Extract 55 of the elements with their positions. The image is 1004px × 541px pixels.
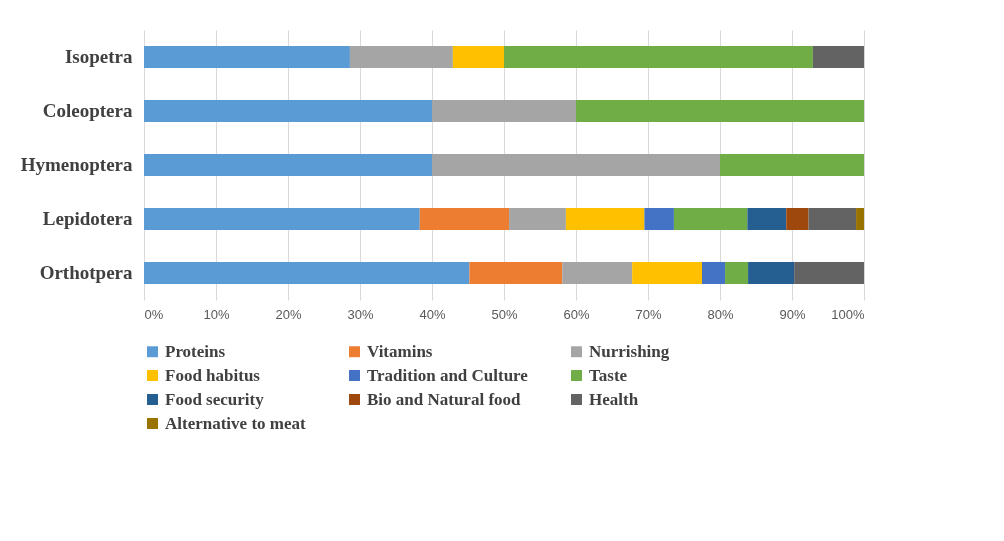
bar [576,100,864,122]
legend-label: Proteins [165,341,226,361]
x-tick-label: 10% [203,306,230,322]
bar [644,208,674,230]
x-tick-label: 20% [275,306,302,322]
bar [673,208,748,230]
bar [419,208,510,230]
bar [144,262,470,284]
bar [469,262,563,284]
bar [144,100,432,122]
bar [144,46,350,68]
bar [786,208,809,230]
bar [794,262,864,284]
x-tick-label: 80% [707,306,734,322]
x-tick-label: 100% [831,306,865,322]
x-tick-label: 70% [635,306,662,322]
bar [504,46,813,68]
y-tick-label: Hymenoptera [20,154,133,175]
legend-label: Food security [165,389,265,409]
x-tick-label: 90% [779,306,806,322]
bar [747,208,787,230]
bar [725,262,749,284]
legend-label: Vitamins [367,341,433,361]
legend-label: Food habitus [165,365,261,385]
x-tick-label: 30% [347,306,374,322]
bar [808,208,857,230]
y-tick-label: Coleoptera [42,100,133,121]
legend-label: Health [589,389,639,409]
bar [748,262,795,284]
bar [562,262,633,284]
bar [702,262,726,284]
x-tick-label: 50% [491,306,518,322]
bar [349,46,453,68]
y-tick-label: Orthotpera [39,262,133,283]
bar [856,208,864,230]
bar [144,154,432,176]
bar [144,208,420,230]
bar [812,46,864,68]
bar [432,154,720,176]
legend-label: Alternative to meat [165,413,306,433]
bar [452,46,504,68]
x-tick-label: 0% [144,306,164,322]
bar [720,154,864,176]
legend-label: Tradition and Culture [367,365,529,385]
legend-label: Nurrishing [589,341,670,361]
bar [565,208,645,230]
bar [432,100,576,122]
y-tick-label: Lepidotera [42,208,133,229]
bar [509,208,566,230]
legend-label: Bio and Natural food [367,389,522,409]
x-tick-label: 60% [563,306,590,322]
legend-label: Taste [589,365,628,385]
y-tick-label: Isopetra [64,46,133,67]
bar [632,262,702,284]
x-tick-label: 40% [419,306,446,322]
